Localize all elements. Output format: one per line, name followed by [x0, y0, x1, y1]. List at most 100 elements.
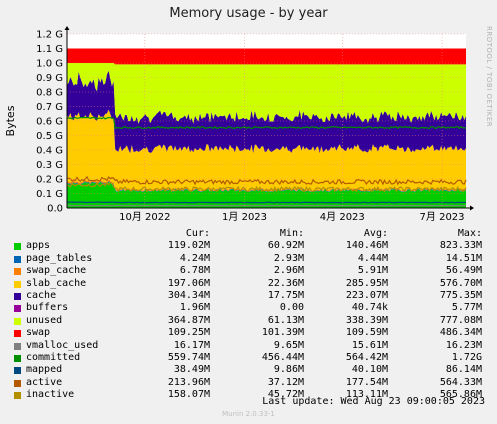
- legend-swatch: [14, 255, 21, 263]
- legend-min: 101.39M: [261, 327, 304, 339]
- legend-swatch: [14, 367, 21, 375]
- legend-max: 564.33M: [439, 376, 482, 388]
- legend-avg: 4.44M: [357, 252, 388, 264]
- legend-min: 456.44M: [261, 351, 304, 363]
- legend-max: 16.23M: [445, 339, 482, 351]
- legend-row-unused: unused 364.87M 61.13M 338.39M 777.08M: [12, 315, 484, 327]
- legend-max: 486.34M: [439, 327, 482, 339]
- area-swap: [67, 48, 466, 65]
- legend-name: committed: [26, 351, 81, 363]
- x-tick-label: 4月 2023: [320, 211, 365, 223]
- legend-swatch: [14, 342, 21, 350]
- header-avg: Avg:: [363, 228, 388, 239]
- legend-min: 60.92M: [267, 240, 304, 252]
- legend-cur: 1.96M: [179, 302, 210, 314]
- legend-cur: 6.78M: [179, 265, 210, 277]
- legend-name: vmalloc_used: [26, 339, 99, 351]
- legend-name: inactive: [26, 389, 75, 401]
- legend-cur: 16.17M: [173, 339, 210, 351]
- y-tick-label: 0.5 G: [36, 131, 63, 142]
- y-tick-label: 0.9 G: [36, 73, 63, 84]
- legend-swatch: [14, 280, 21, 288]
- y-tick-label: 0.1 G: [36, 189, 63, 200]
- area-cache: [67, 70, 466, 154]
- legend-cur: 158.07M: [167, 389, 210, 401]
- legend-avg: 223.07M: [345, 289, 388, 301]
- legend-row-committed: committed 559.74M 456.44M 564.42M 1.72G: [12, 352, 484, 364]
- legend-name: swap: [26, 327, 51, 339]
- y-tick-label: 0.2 G: [36, 175, 63, 186]
- legend-cur: 559.74M: [167, 351, 210, 363]
- area-slab-cache: [67, 109, 466, 191]
- legend-cur: 4.24M: [179, 252, 210, 264]
- legend-avg: 40.10M: [351, 364, 388, 376]
- x-tick-label: 7月 2023: [420, 211, 465, 223]
- legend-max: 1.72G: [451, 351, 482, 363]
- legend-swatch: [14, 268, 21, 276]
- legend-max: 565.86M: [439, 389, 482, 401]
- legend-cur: 213.96M: [167, 376, 210, 388]
- y-tick-label: 0.8 G: [36, 88, 63, 99]
- legend-max: 56.49M: [445, 265, 482, 277]
- legend-min: 9.86M: [273, 364, 304, 376]
- legend-row-mapped: mapped 38.49M 9.86M 40.10M 86.14M: [12, 364, 484, 376]
- legend-avg: 5.91M: [357, 265, 388, 277]
- legend-swatch: [14, 305, 21, 313]
- legend-swatch: [14, 392, 21, 400]
- legend-name: buffers: [26, 302, 69, 314]
- legend-row-apps: apps 119.02M 60.92M 140.46M 823.33M: [12, 240, 484, 252]
- chart-title: Memory usage - by year: [169, 6, 328, 21]
- legend-avg: 177.54M: [345, 376, 388, 388]
- area-apps: [67, 181, 466, 208]
- legend-min: 37.12M: [267, 376, 304, 388]
- legend-min: 45.72M: [267, 389, 304, 401]
- legend-cur: 38.49M: [173, 364, 210, 376]
- legend-min: 0.00: [279, 302, 304, 314]
- header-max: Max:: [457, 228, 482, 239]
- line-active: [66, 175, 467, 186]
- legend-table: Cur: Min: Avg: Max: apps 119.02M 60.92M 140…: [12, 228, 484, 401]
- y-tick-label: 0.3 G: [36, 160, 63, 171]
- legend-name: unused: [26, 314, 63, 326]
- y-axis-label: Bytes: [4, 105, 17, 136]
- legend-min: 61.13M: [267, 314, 304, 326]
- legend-avg: 564.42M: [345, 351, 388, 363]
- legend-row-cache: cache 304.34M 17.75M 223.07M 775.35M: [12, 290, 484, 302]
- legend-avg: 40.74k: [351, 302, 388, 314]
- legend-name: mapped: [26, 364, 63, 376]
- legend-avg: 140.46M: [345, 240, 388, 252]
- line-committed: [66, 116, 467, 130]
- legend-row-buffers: buffers 1.96M 0.00 40.74k 5.77M: [12, 302, 484, 314]
- legend-swatch: [14, 243, 21, 251]
- legend-name: slab_cache: [26, 277, 87, 289]
- legend-row-inactive: inactive 158.07M 45.72M 113.11M 565.86M: [12, 389, 484, 401]
- y-tick-label: 0.6 G: [36, 117, 63, 128]
- y-tick-label: 1.0 G: [36, 59, 63, 70]
- legend-avg: 338.39M: [345, 314, 388, 326]
- y-tick-label: 0.7 G: [36, 102, 63, 113]
- legend-max: 576.70M: [439, 277, 482, 289]
- legend-name: page_tables: [26, 252, 93, 264]
- x-tick-label: 1月 2023: [222, 211, 267, 223]
- y-axis-arrow: [64, 26, 70, 30]
- legend-cur: 304.34M: [167, 289, 210, 301]
- x-tick-label: 10月 2022: [119, 211, 170, 223]
- legend-avg: 113.11M: [345, 389, 388, 401]
- legend-row-swap-cache: swap_cache 6.78M 2.96M 5.91M 56.49M: [12, 265, 484, 277]
- line-inactive: [66, 181, 467, 193]
- legend-max: 823.33M: [439, 240, 482, 252]
- line-mapped: [66, 201, 467, 204]
- legend-cur: 109.25M: [167, 327, 210, 339]
- legend-min: 2.93M: [273, 252, 304, 264]
- area-unused: [67, 63, 466, 124]
- legend-name: apps: [26, 240, 51, 252]
- legend-max: 777.08M: [439, 314, 482, 326]
- legend-row-swap: swap 109.25M 101.39M 109.59M 486.34M: [12, 327, 484, 339]
- munin-version: Munin 2.0.33-1: [222, 410, 275, 418]
- legend-min: 22.36M: [267, 277, 304, 289]
- legend-row-page-tables: page_tables 4.24M 2.93M 4.44M 14.51M: [12, 253, 484, 265]
- legend-swatch: [14, 330, 21, 338]
- legend-avg: 285.95M: [345, 277, 388, 289]
- legend-avg: 15.61M: [351, 339, 388, 351]
- legend-row-vmalloc-used: vmalloc_used 16.17M 9.65M 15.61M 16.23M: [12, 340, 484, 352]
